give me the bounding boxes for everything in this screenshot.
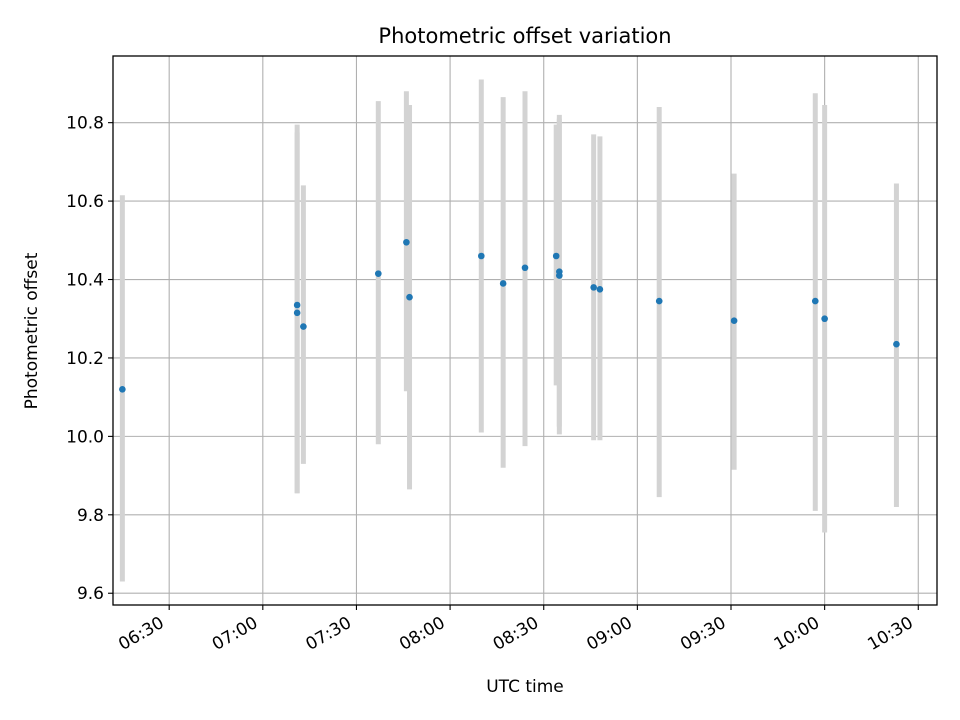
y-tick-label: 9.8 <box>77 506 104 526</box>
data-point <box>556 272 563 279</box>
data-points <box>119 238 900 393</box>
data-point <box>375 270 382 277</box>
data-point <box>552 252 560 260</box>
data-point <box>300 323 307 330</box>
data-point <box>821 315 828 323</box>
y-tick-label: 10.8 <box>66 114 104 134</box>
y-tick-label: 10.6 <box>66 192 104 212</box>
data-point <box>406 293 413 301</box>
data-point <box>590 284 597 291</box>
data-point <box>293 309 301 317</box>
data-point <box>730 317 738 324</box>
data-point <box>478 252 485 260</box>
chart-title: Photometric offset variation <box>378 24 671 48</box>
data-point <box>893 340 900 348</box>
y-axis-label: Photometric offset <box>22 252 42 409</box>
data-point <box>521 264 529 272</box>
data-point <box>403 238 410 246</box>
data-point <box>119 386 126 393</box>
y-tick-label: 10.4 <box>66 271 104 291</box>
y-tick-label: 10.0 <box>66 427 104 447</box>
y-tick-label: 9.6 <box>77 584 104 604</box>
y-tick-label: 10.2 <box>66 349 104 369</box>
data-point <box>293 301 301 309</box>
data-point <box>655 297 663 305</box>
data-point <box>596 286 604 293</box>
axes-frame <box>112 55 938 606</box>
data-point <box>811 297 819 305</box>
x-axis-label: UTC time <box>486 677 564 697</box>
data-point <box>499 280 507 287</box>
